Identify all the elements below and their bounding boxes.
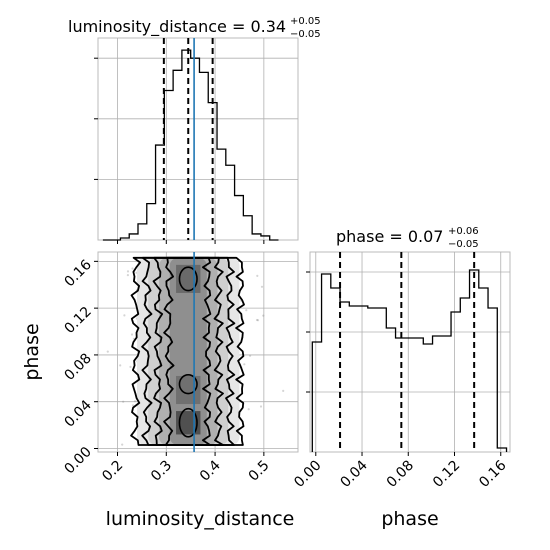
phase-hist-xtick-label: 0.16 (476, 457, 509, 490)
joint-yticks: 0.00 0.04 0.08 0.12 0.16 (61, 257, 98, 477)
joint-scatter-point (131, 404, 135, 407)
joint-scatter-point (249, 354, 252, 357)
joint-scatter-point (256, 319, 260, 322)
joint-scatter-point (260, 285, 264, 288)
luminosity-distance-title-main: luminosity_distance = 0.34 (68, 17, 286, 37)
joint-contour-inner (178, 374, 198, 395)
joint-scatter-point (262, 314, 265, 317)
joint-xticks: 0.2 0.3 0.4 0.5 (99, 452, 273, 485)
luminosity-distance-hist-grid (98, 38, 298, 240)
joint-contour-level (152, 256, 224, 446)
joint-scatter-point (282, 389, 285, 392)
phase-hist-frame (309, 251, 511, 453)
luminosity-distance-title-sub: −0.05 (290, 29, 321, 40)
phase-title-main: phase = 0.07 (336, 227, 443, 246)
joint-contour-level (130, 256, 245, 446)
joint-scatter-point (259, 405, 263, 408)
joint-scatter-point (130, 333, 134, 336)
phase-hist-xtick-label: 0.04 (337, 457, 370, 490)
joint-scatter-point (133, 400, 137, 403)
joint-contour-inner (178, 266, 198, 292)
phase-quantile-lines (339, 252, 476, 452)
luminosity-distance-title: luminosity_distance = 0.34 +0.05 −0.05 (68, 16, 321, 40)
joint-scatter-point (126, 274, 129, 277)
phase-hist-xtick-label: 0.12 (430, 458, 463, 491)
joint-ytick-label: 0.04 (61, 397, 94, 430)
joint-ytick-label: 0.08 (61, 350, 94, 383)
phase-title: phase = 0.07 +0.06 −0.05 (336, 226, 479, 250)
phase-title-sub: −0.05 (448, 239, 479, 250)
joint-ytick-label: 0.12 (61, 304, 94, 337)
joint-ytick-label: 0.00 (61, 444, 94, 477)
joint-ytick-label: 0.16 (61, 257, 94, 290)
joint-contour-level (163, 256, 212, 446)
joint-density-shading (137, 257, 240, 445)
joint-scatter-point (131, 267, 134, 270)
luminosity-distance-hist-step (102, 49, 279, 241)
phase-hist-xtick-label: 0.00 (291, 458, 324, 491)
joint-scatter-point (126, 270, 130, 273)
joint-xtick-label: 0.3 (148, 458, 175, 485)
joint-scatter-point (123, 314, 126, 317)
joint-contour-lines (130, 256, 245, 446)
joint-xtick-label: 0.4 (197, 457, 224, 484)
joint-scatter-point (247, 408, 250, 411)
joint-xtick-label: 0.5 (246, 458, 273, 485)
phase-hist-grid (310, 252, 510, 452)
luminosity-distance-title-sup: +0.05 (290, 16, 321, 27)
luminosity-distance-hist-yticks (94, 57, 265, 244)
luminosity-distance-quantile-lines (162, 38, 214, 240)
joint-contour-inner (178, 407, 198, 438)
luminosity-distance-hist-panel: luminosity_distance = 0.34 +0.05 −0.05 (68, 16, 321, 244)
joint-scatter-point (243, 363, 246, 366)
joint-scatter-point (119, 364, 122, 367)
joint-xlabel: luminosity_distance (106, 508, 295, 530)
joint-ylabel: phase (21, 323, 43, 380)
phase-title-sup: +0.06 (448, 226, 479, 237)
phase-hist-yticks (306, 271, 310, 393)
phase-hist-xticks: 0.00 0.04 0.08 0.12 0.16 (291, 452, 510, 491)
joint-scatter-point (129, 365, 132, 368)
phase-xlabel: phase (381, 508, 438, 530)
luminosity-distance-hist-frame (97, 37, 299, 241)
phase-hist-xtick-label: 0.08 (384, 458, 417, 491)
joint-scatter-point (256, 274, 259, 277)
phase-hist-panel: 0.00 0.04 0.08 0.12 0.16 phase phase = 0.07 … (291, 226, 511, 530)
joint-xtick-label: 0.2 (99, 458, 126, 485)
joint-scatter-point (245, 309, 248, 312)
joint-scatter-point (255, 318, 259, 322)
joint-panel: 0.2 0.3 0.4 0.5 0.00 0.04 0.08 0.12 0.16 lumino… (21, 251, 299, 530)
joint-scatter-point (106, 350, 109, 353)
joint-contour-level (141, 256, 236, 446)
joint-scatter-point (122, 400, 125, 403)
joint-scatter-point (121, 443, 124, 446)
